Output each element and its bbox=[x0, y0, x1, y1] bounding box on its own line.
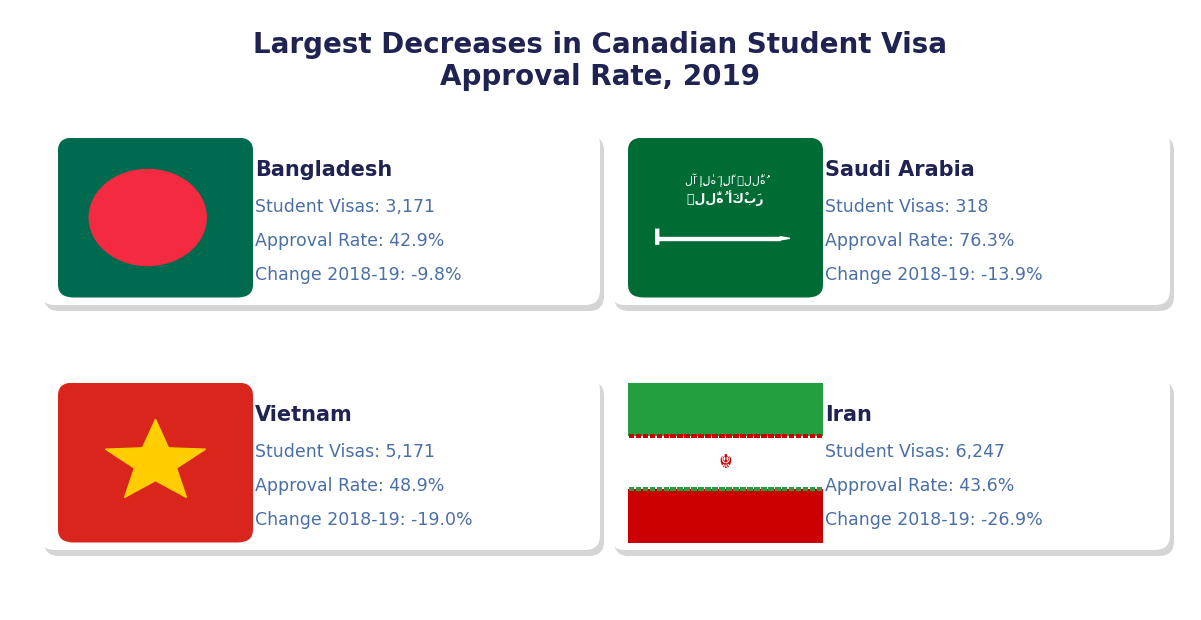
Text: لَآ إِلٰهَ إِلَّا ٱللَّٰهُ: لَآ إِلٰهَ إِلَّا ٱللَّٰهُ bbox=[686, 174, 766, 187]
Bar bbox=[670, 487, 676, 491]
Bar bbox=[685, 487, 691, 491]
Bar bbox=[789, 434, 794, 438]
Text: ٱللَّٰهُ أَكْبَر: ٱللَّٰهُ أَكْبَر bbox=[687, 190, 764, 206]
Bar bbox=[767, 487, 773, 491]
Text: Change 2018-19: -26.9%: Change 2018-19: -26.9% bbox=[825, 511, 1042, 529]
FancyBboxPatch shape bbox=[610, 375, 1170, 550]
Text: Student Visas: 3,171: Student Visas: 3,171 bbox=[255, 198, 435, 216]
Text: Change 2018-19: -9.8%: Change 2018-19: -9.8% bbox=[255, 266, 461, 284]
Bar bbox=[747, 434, 753, 438]
Bar bbox=[727, 434, 731, 438]
FancyBboxPatch shape bbox=[44, 381, 604, 556]
Text: Student Visas: 5,171: Student Visas: 5,171 bbox=[255, 443, 435, 461]
Bar bbox=[628, 434, 634, 438]
Bar bbox=[628, 487, 634, 491]
Bar bbox=[698, 434, 704, 438]
Circle shape bbox=[89, 169, 207, 265]
Bar bbox=[663, 487, 669, 491]
Bar bbox=[628, 383, 823, 436]
FancyBboxPatch shape bbox=[614, 381, 1175, 556]
Bar bbox=[643, 487, 649, 491]
Bar bbox=[809, 487, 815, 491]
Bar bbox=[775, 487, 781, 491]
Bar bbox=[733, 487, 739, 491]
Text: Change 2018-19: -13.9%: Change 2018-19: -13.9% bbox=[825, 266, 1042, 284]
Bar bbox=[727, 487, 731, 491]
Bar bbox=[817, 487, 823, 491]
Bar bbox=[705, 487, 711, 491]
Bar bbox=[761, 487, 766, 491]
Bar bbox=[796, 434, 801, 438]
Polygon shape bbox=[657, 237, 781, 240]
Bar bbox=[719, 487, 725, 491]
Bar bbox=[740, 434, 746, 438]
FancyBboxPatch shape bbox=[628, 138, 823, 298]
FancyBboxPatch shape bbox=[655, 229, 659, 245]
Text: Approval Rate: 76.3%: Approval Rate: 76.3% bbox=[825, 232, 1015, 250]
Text: Approval Rate: 48.9%: Approval Rate: 48.9% bbox=[255, 477, 444, 495]
Bar bbox=[692, 434, 697, 438]
Text: Approval Rate: 42.9%: Approval Rate: 42.9% bbox=[255, 232, 444, 250]
Bar bbox=[685, 434, 691, 438]
Bar bbox=[747, 487, 753, 491]
Bar bbox=[712, 487, 718, 491]
Bar bbox=[663, 434, 669, 438]
Text: Vietnam: Vietnam bbox=[255, 405, 353, 425]
Bar bbox=[677, 434, 683, 438]
FancyBboxPatch shape bbox=[58, 138, 253, 298]
Bar bbox=[740, 487, 746, 491]
Bar bbox=[677, 487, 683, 491]
Bar bbox=[754, 434, 759, 438]
Bar bbox=[789, 487, 794, 491]
Bar bbox=[692, 487, 697, 491]
Text: Student Visas: 318: Student Visas: 318 bbox=[825, 198, 988, 216]
Bar bbox=[635, 487, 641, 491]
Text: Largest Decreases in Canadian Student Visa: Largest Decreases in Canadian Student Vi… bbox=[253, 31, 948, 59]
Bar bbox=[670, 434, 676, 438]
FancyBboxPatch shape bbox=[58, 383, 253, 542]
Bar bbox=[802, 434, 808, 438]
Bar bbox=[767, 434, 773, 438]
Polygon shape bbox=[106, 419, 205, 497]
Text: Iran: Iran bbox=[825, 405, 872, 425]
Bar bbox=[782, 434, 788, 438]
Bar bbox=[782, 487, 788, 491]
Bar bbox=[657, 487, 662, 491]
Bar bbox=[761, 434, 766, 438]
Bar bbox=[733, 434, 739, 438]
Text: Approval Rate, 2019: Approval Rate, 2019 bbox=[440, 63, 760, 91]
FancyBboxPatch shape bbox=[628, 383, 823, 542]
FancyBboxPatch shape bbox=[614, 136, 1175, 311]
FancyBboxPatch shape bbox=[610, 130, 1170, 305]
Bar bbox=[635, 434, 641, 438]
Bar bbox=[643, 434, 649, 438]
FancyBboxPatch shape bbox=[40, 130, 600, 305]
Text: Change 2018-19: -19.0%: Change 2018-19: -19.0% bbox=[255, 511, 473, 529]
Bar bbox=[817, 434, 823, 438]
Bar bbox=[650, 434, 656, 438]
Bar bbox=[657, 434, 662, 438]
Text: ☬: ☬ bbox=[718, 453, 733, 472]
Bar bbox=[719, 434, 725, 438]
Bar bbox=[650, 487, 656, 491]
Bar bbox=[754, 487, 759, 491]
Bar bbox=[698, 487, 704, 491]
Bar bbox=[628, 489, 823, 542]
Text: Approval Rate: 43.6%: Approval Rate: 43.6% bbox=[825, 477, 1015, 495]
FancyBboxPatch shape bbox=[44, 136, 604, 311]
Bar bbox=[775, 434, 781, 438]
Text: Student Visas: 6,247: Student Visas: 6,247 bbox=[825, 443, 1005, 461]
Bar bbox=[796, 487, 801, 491]
Text: Bangladesh: Bangladesh bbox=[255, 160, 393, 180]
Bar bbox=[712, 434, 718, 438]
Bar bbox=[802, 487, 808, 491]
Bar bbox=[705, 434, 711, 438]
Polygon shape bbox=[781, 237, 790, 240]
FancyBboxPatch shape bbox=[40, 375, 600, 550]
Text: Saudi Arabia: Saudi Arabia bbox=[825, 160, 975, 180]
Bar bbox=[809, 434, 815, 438]
